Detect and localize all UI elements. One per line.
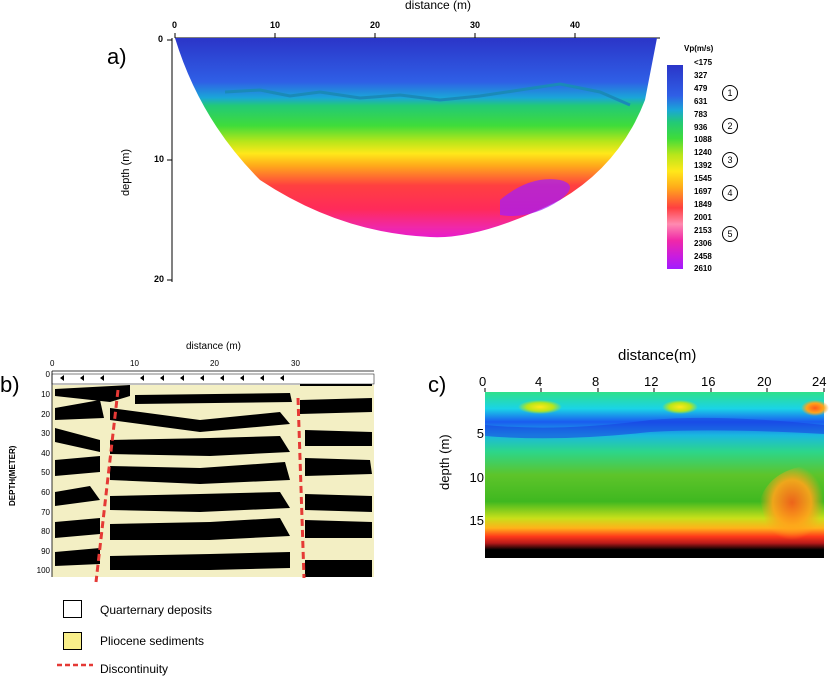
colorbar-value: 2153 xyxy=(694,225,712,235)
panel-c-xtick: 12 xyxy=(644,374,659,389)
colorbar-value: 783 xyxy=(694,109,708,119)
colorbar-value: 327 xyxy=(694,70,708,80)
panel-b-ytick: 30 xyxy=(41,429,50,438)
panel-c-xtick: 0 xyxy=(479,374,487,389)
panel-b-label: b) xyxy=(0,372,20,397)
colorbar-value: <175 xyxy=(694,58,713,67)
panel-a-label: a) xyxy=(107,44,127,69)
panel-b-xtick: 10 xyxy=(130,359,139,368)
colorbar-value: 2001 xyxy=(694,212,712,222)
panel-a-ytick: 0 xyxy=(158,34,164,44)
panel-c-xtick: 8 xyxy=(592,374,600,389)
colorbar-value: 936 xyxy=(694,122,708,132)
panel-b-xtick: 30 xyxy=(291,359,300,368)
panel-c-label: c) xyxy=(428,372,447,397)
layer-marker: 5 xyxy=(722,226,738,242)
colorbar-value: 2458 xyxy=(694,251,712,261)
panel-c-xtick: 20 xyxy=(757,374,772,389)
layer-marker: 2 xyxy=(722,118,738,134)
legend-swatch-quarternary xyxy=(63,600,82,618)
colorbar-value: 479 xyxy=(694,83,708,93)
colorbar-value: 1240 xyxy=(694,148,712,158)
panel-a-xtick: 20 xyxy=(370,20,381,30)
layer-marker: 3 xyxy=(722,152,738,168)
panel-c-ytick: 10 xyxy=(469,470,484,485)
panel-a-tomogram xyxy=(167,33,683,282)
panel-a-ytick: 10 xyxy=(154,154,165,164)
legend-discontinuity-line xyxy=(57,663,93,667)
legend-label-quarternary: Quarternary deposits xyxy=(100,603,213,617)
panel-a-xtick: 0 xyxy=(172,20,178,30)
panel-c-xtick: 16 xyxy=(701,374,716,389)
panel-a-xlabel: distance (m) xyxy=(405,0,472,12)
panel-c-xlabel: distance(m) xyxy=(618,347,697,364)
panel-b-xtick: 20 xyxy=(210,359,219,368)
colorbar-value: 1088 xyxy=(694,135,712,145)
panel-b-ytick: 90 xyxy=(41,547,50,556)
panel-c-xtick: 4 xyxy=(535,374,543,389)
panel-a-ytick: 20 xyxy=(154,274,165,284)
panel-c-ytick: 5 xyxy=(476,426,484,441)
panel-b-xlabel: distance (m) xyxy=(186,341,242,352)
colorbar-value: 1392 xyxy=(694,161,712,171)
panel-a-xtick: 10 xyxy=(270,20,281,30)
colorbar-value: 1849 xyxy=(694,199,712,209)
legend-label-pliocene: Pliocene sediments xyxy=(100,634,205,648)
panel-b-ytick: 60 xyxy=(41,488,50,497)
panel-c-ytick: 15 xyxy=(469,513,484,528)
legend-swatch-pliocene xyxy=(63,632,82,650)
colorbar-value: 2610 xyxy=(694,264,712,274)
panel-b-ytick: 80 xyxy=(41,527,50,536)
panel-b-ytick: 50 xyxy=(41,468,50,477)
panel-b-ytick: 40 xyxy=(41,449,50,458)
panel-b-ytick: 10 xyxy=(41,390,50,399)
panel-b-ytick: 70 xyxy=(41,508,50,517)
legend-label-discontinuity: Discontinuity xyxy=(100,662,169,676)
colorbar-value: 631 xyxy=(694,96,708,106)
panel-a-xtick: 30 xyxy=(470,20,481,30)
panel-b-xtick: 0 xyxy=(50,359,55,368)
colorbar-value: 1697 xyxy=(694,187,712,196)
layer-marker: 1 xyxy=(722,85,738,101)
colorbar-value: 2306 xyxy=(694,238,712,248)
colorbar-title: Vp(m/s) xyxy=(684,44,714,53)
panel-c-xtick: 24 xyxy=(812,374,827,389)
panel-b-ytick: 20 xyxy=(41,410,50,419)
colorbar-value: 1545 xyxy=(694,174,712,184)
panel-a-xtick: 40 xyxy=(570,20,581,30)
panel-b-ytick: 0 xyxy=(45,370,50,379)
layer-marker: 4 xyxy=(722,185,738,201)
panel-b-ytick: 100 xyxy=(36,566,50,575)
colorbar-labels: <175 327 479 631 783 936 1088 1240 1392 … xyxy=(694,58,734,278)
